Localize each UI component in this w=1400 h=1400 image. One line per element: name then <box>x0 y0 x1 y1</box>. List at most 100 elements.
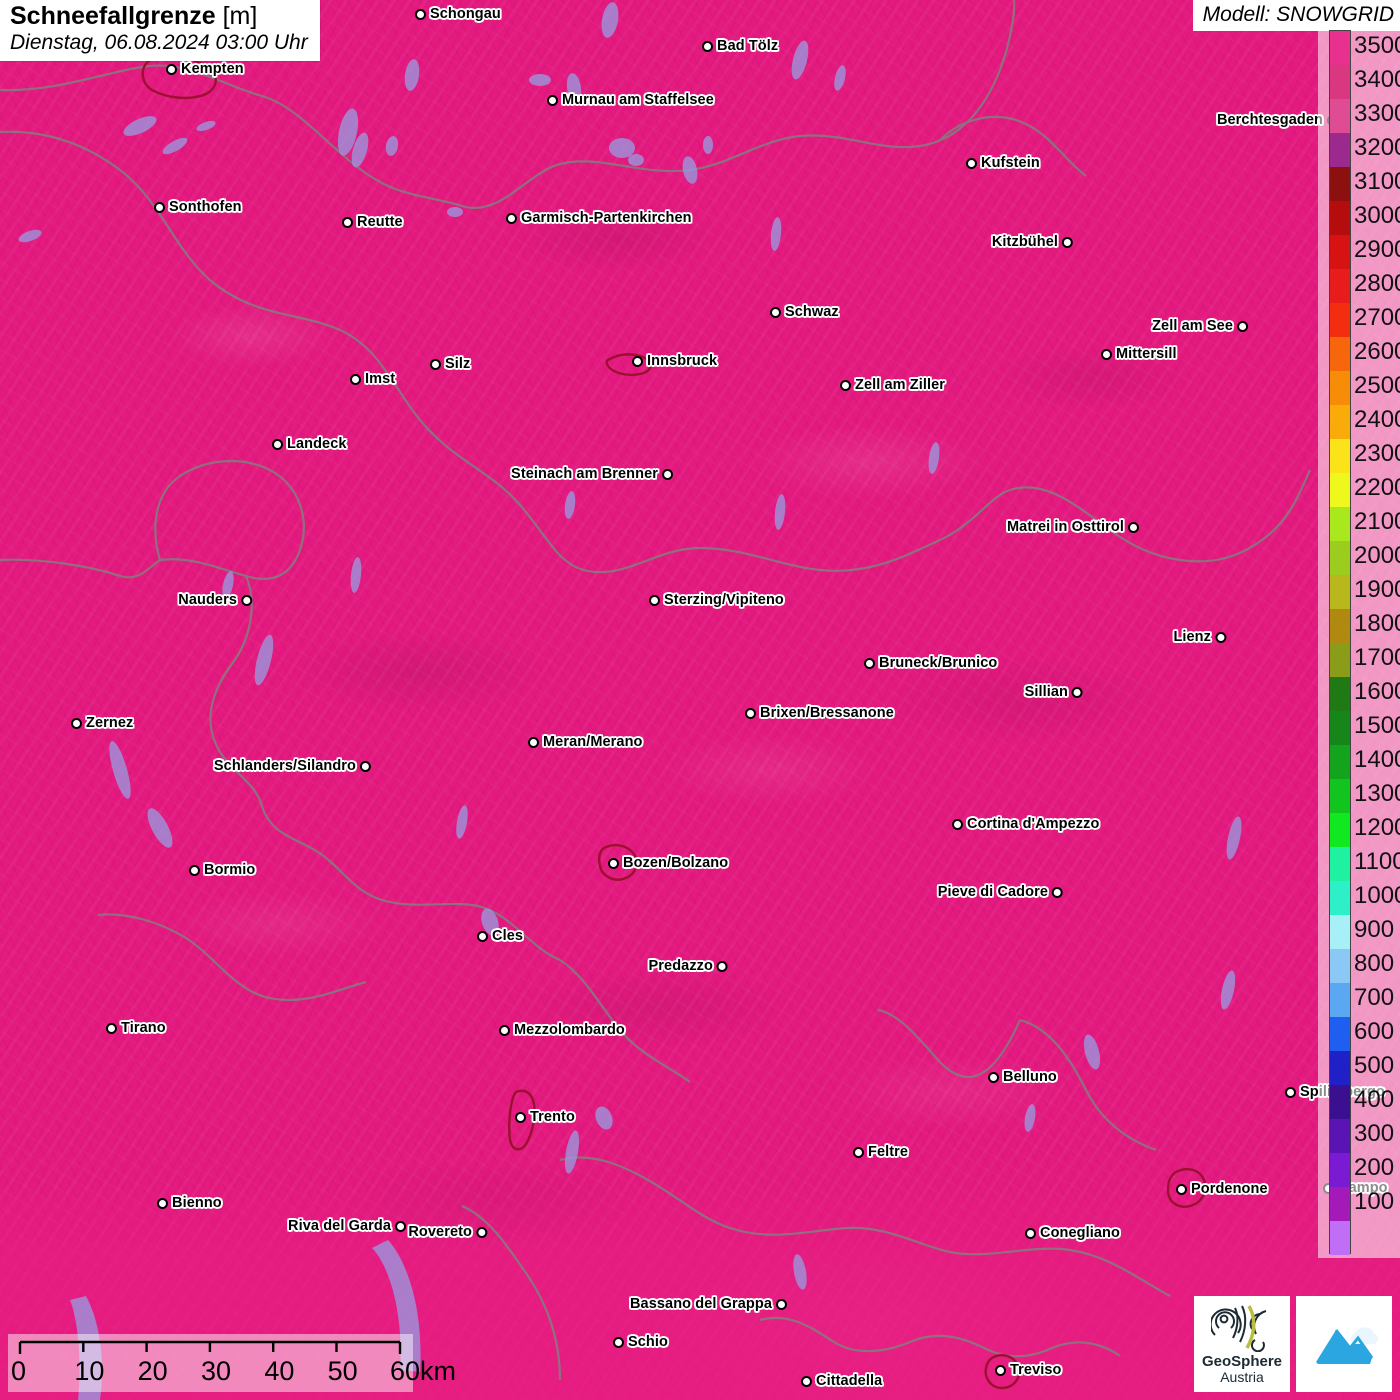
city-dot-icon <box>477 930 488 942</box>
city-marker[interactable]: Cittadella <box>801 1373 882 1389</box>
city-marker[interactable]: Pordenone <box>1176 1181 1268 1197</box>
city-marker[interactable]: Riva del Garda <box>288 1218 406 1234</box>
scale-tick-label: 50 <box>327 1356 358 1386</box>
city-marker[interactable]: Murnau am Staffelsee <box>547 92 714 108</box>
city-marker[interactable]: Matrei in Osttirol <box>1007 519 1139 535</box>
city-dot-icon <box>1215 631 1226 643</box>
city-marker[interactable]: Bassano del Grappa <box>630 1296 787 1312</box>
city-marker[interactable]: Garmisch-Partenkirchen <box>506 210 692 226</box>
city-marker[interactable]: Belluno <box>988 1069 1057 1085</box>
city-marker[interactable]: Zernez <box>71 715 133 731</box>
city-label: Feltre <box>868 1144 909 1160</box>
city-marker[interactable]: Lienz <box>1173 629 1226 645</box>
scale-tick-label: 20 <box>137 1356 168 1386</box>
city-marker[interactable]: Sillian <box>1025 684 1083 700</box>
geosphere-swirl-icon <box>1211 1305 1267 1353</box>
city-label: Bormio <box>204 862 256 878</box>
legend-tick-label: 3100 <box>1354 168 1400 195</box>
legend-band <box>1330 167 1350 201</box>
city-marker[interactable]: Zell am Ziller <box>840 377 945 393</box>
city-marker[interactable]: Schongau <box>415 6 501 22</box>
city-marker[interactable]: Imst <box>350 371 395 387</box>
city-marker[interactable]: Cortina d'Ampezzo <box>952 816 1099 832</box>
city-marker[interactable]: Bad Tölz <box>702 38 778 54</box>
city-label: Innsbruck <box>647 353 718 369</box>
city-marker[interactable]: Predazzo <box>649 958 728 974</box>
legend-band <box>1330 65 1350 99</box>
city-marker[interactable]: Bozen/Bolzano <box>608 855 728 871</box>
city-marker[interactable]: Conegliano <box>1025 1225 1120 1241</box>
page-title: Schneefallgrenze [m] <box>10 3 308 30</box>
city-marker[interactable]: Treviso <box>995 1362 1061 1378</box>
city-label: Nauders <box>178 592 237 608</box>
city-marker[interactable]: Schwaz <box>770 304 839 320</box>
city-marker[interactable]: Trento <box>515 1109 575 1125</box>
city-label: Kufstein <box>981 155 1040 171</box>
city-dot-icon <box>1072 686 1083 698</box>
city-marker[interactable]: Kempten <box>166 61 244 77</box>
legend-band <box>1330 983 1350 1017</box>
city-label: Brixen/Bressanone <box>760 705 894 721</box>
city-marker[interactable]: Sonthofen <box>154 199 242 215</box>
city-dot-icon <box>966 157 977 169</box>
legend-band <box>1330 1119 1350 1153</box>
city-marker[interactable]: Landeck <box>272 436 347 452</box>
city-marker[interactable]: Kufstein <box>966 155 1040 171</box>
city-label: Predazzo <box>648 958 713 974</box>
city-marker[interactable]: Cles <box>477 928 523 944</box>
legend-band <box>1330 1085 1350 1119</box>
city-marker[interactable]: Tirano <box>106 1020 166 1036</box>
legend-tick-labels: 3500 3400 3300 3200 3100 3000 2900 2800 2700 2600… <box>1354 26 1400 1258</box>
water-bodies <box>18 2 1242 1400</box>
legend-band <box>1330 371 1350 405</box>
legend-tick-label: 2200 <box>1354 474 1400 501</box>
city-label: Tirano <box>121 1020 166 1036</box>
scale-tick-label: 30 <box>201 1356 232 1386</box>
city-dot-icon <box>717 960 728 972</box>
city-marker[interactable]: Mittersill <box>1101 346 1177 362</box>
city-dot-icon <box>157 1197 168 1209</box>
legend-tick-label: 3200 <box>1354 134 1400 161</box>
city-dot-icon <box>1128 521 1139 533</box>
city-dot-icon <box>272 438 283 450</box>
city-marker[interactable]: Meran/Merano <box>528 734 643 750</box>
legend-band <box>1330 575 1350 609</box>
city-marker[interactable]: Brixen/Bressanone <box>745 705 894 721</box>
city-marker[interactable]: Silz <box>430 356 470 372</box>
city-dot-icon <box>776 1298 787 1310</box>
city-marker[interactable]: Nauders <box>178 592 252 608</box>
city-dot-icon <box>801 1375 812 1387</box>
legend-tick-label: 1600 <box>1354 678 1400 705</box>
city-marker[interactable]: Schio <box>613 1334 668 1350</box>
city-marker[interactable]: Pieve di Cadore <box>938 884 1063 900</box>
city-marker[interactable]: Mezzolombardo <box>499 1022 625 1038</box>
city-marker[interactable]: Feltre <box>853 1144 908 1160</box>
city-marker[interactable]: Reutte <box>342 214 403 230</box>
city-dot-icon <box>350 373 361 385</box>
city-marker[interactable]: Bruneck/Brunico <box>864 655 997 671</box>
city-dot-icon <box>499 1024 510 1036</box>
city-marker[interactable]: Zell am See <box>1152 318 1248 334</box>
city-label: Bassano del Grappa <box>629 1296 772 1312</box>
legend-tick-label: 600 <box>1354 1018 1395 1045</box>
scale-tick-label: 0 <box>11 1356 27 1386</box>
city-marker[interactable]: Sterzing/Vipiteno <box>649 592 784 608</box>
city-dot-icon <box>840 379 851 391</box>
snowgrid-logo[interactable] <box>1296 1296 1392 1392</box>
legend-tick-label: 1400 <box>1354 746 1400 773</box>
city-marker[interactable]: Bienno <box>157 1195 222 1211</box>
city-marker[interactable]: Rovereto <box>408 1224 487 1240</box>
city-marker[interactable]: Schlanders/Silandro <box>214 758 371 774</box>
legend-band <box>1330 1221 1350 1255</box>
legend-tick-label: 2000 <box>1354 542 1400 569</box>
city-marker[interactable]: Bormio <box>189 862 255 878</box>
city-marker[interactable]: Innsbruck <box>632 353 717 369</box>
city-marker[interactable]: Kitzbühel <box>992 234 1073 250</box>
city-dot-icon <box>995 1364 1006 1376</box>
geosphere-austria-logo[interactable]: GeoSphere Austria <box>1194 1296 1290 1392</box>
city-dot-icon <box>662 468 673 480</box>
legend-tick-label: 500 <box>1354 1052 1395 1079</box>
city-marker[interactable]: Steinach am Brenner <box>511 466 673 482</box>
